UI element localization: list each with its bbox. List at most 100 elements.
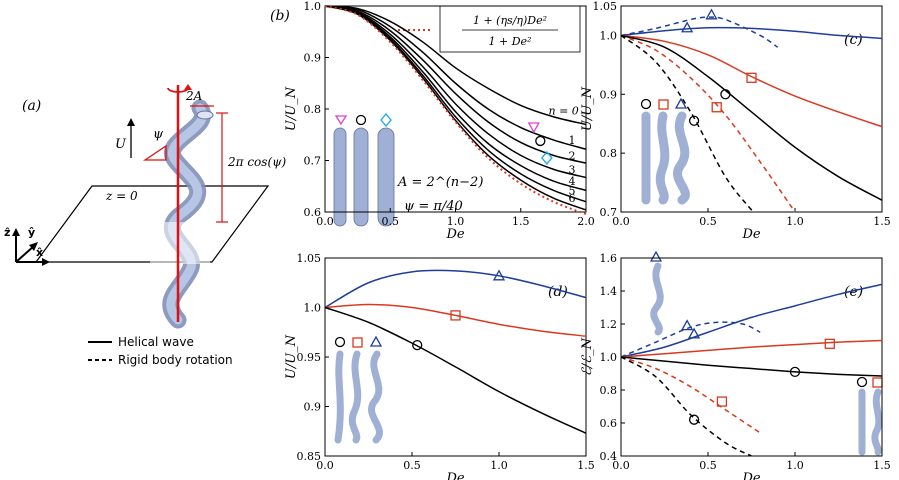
y-tick-label-d: 0.95 [297,351,322,364]
marker-circle [412,339,423,351]
panel-e-label: (e) [844,284,863,300]
series-line-d [324,303,587,337]
y-tick-label-c: 0.7 [600,206,618,219]
filament-n3 [353,127,369,227]
y-tick-label-e: 0.4 [600,450,618,463]
y-tick-label-b: 0.7 [304,155,322,168]
marker-square [746,72,757,83]
x-tick-label-b: 0.5 [382,215,400,228]
legend-circle-icon [355,114,367,126]
formula-box [439,5,581,53]
y-tick-label-d: 0.9 [304,401,322,414]
y-tick-label-c: 0.8 [600,147,618,160]
y-tick-label-b: 0.9 [304,52,322,65]
series-line-c [620,34,754,213]
n-label: 5 [569,184,576,197]
marker-circle [789,366,801,378]
y-tick-label-e: 0.8 [600,384,618,397]
panel-b-annotations: 1 + (ηs/η)De² 1 + De² A = 2^(n−2) ψ = π/… [333,5,581,227]
y-tick-label-e: 1.4 [600,285,618,298]
y-tick-label-b: 0.8 [304,103,322,116]
x-tick-label-e: 0.5 [699,459,717,472]
marker-triangle [705,8,718,20]
z-axis-label: ẑ [4,226,10,239]
y-axis-title-d: U/U_N [284,334,299,379]
series-line-e [620,356,883,377]
x-tick-label-b: 1.5 [512,215,530,228]
series-line-b [324,5,587,150]
x-tick-label-d: 0.5 [403,459,421,472]
n-label: 3 [569,163,576,176]
series-line-c [620,34,883,201]
series-line-e [620,339,883,358]
psi-formula: ψ = π/40 [404,199,463,214]
n-label: 4 [569,175,576,188]
series-line-e [620,321,761,358]
legend-solid-label: Helical wave [118,335,194,349]
plane-z0 [34,185,270,263]
y-axis-title-c: U/U_N [580,86,595,131]
panel-c-label: (c) [844,32,863,48]
plot-frame-c [620,5,883,213]
series-line-e [620,356,752,457]
marker-triangle [681,319,694,331]
y-axis-label: ŷ [28,226,35,239]
marker-triangle [687,327,701,339]
marker-square [450,310,461,321]
panel-a-label: (a) [22,98,41,114]
series-line-c [620,16,779,48]
x-tick-label-c: 0.0 [612,215,630,228]
series-line-e [620,356,761,434]
x-tick-label-c: 1.5 [873,215,891,228]
plane-label: z = 0 [105,189,138,203]
x-axis-title-d: De [445,471,464,480]
series-line-e [620,283,883,358]
series-line-d [324,269,587,309]
x-tick-label-e: 1.5 [873,459,891,472]
x-tick-label-d: 0.0 [316,459,334,472]
x-tick-label-d: 1.5 [577,459,595,472]
x-tick-label-d: 1.0 [490,459,508,472]
formula-numerator: 1 + (ηs/η)De² [473,14,547,27]
y-tick-label-b: 1.0 [304,0,322,13]
series-line-b [324,5,587,179]
n-label: 2 [569,149,576,162]
panel-c-filaments [640,97,690,205]
x-tick-label-b: 2.0 [577,215,595,228]
x-tick-label-b: 1.0 [447,215,465,228]
y-tick-label-d: 1.0 [304,302,322,315]
psi-label: ψ [153,127,164,142]
filament-n6 [377,127,395,227]
chart-d: 0.0 0.5 1.0 1.5 0.85 0.9 0.95 1.0 1.05 De U/U_N [284,252,595,480]
amplitude-label: 2A [185,89,203,103]
marker-circle [535,135,546,147]
panel-d-filaments [334,335,383,444]
y-tick-label-d: 0.85 [297,450,322,463]
marker-triangle [492,269,506,281]
series-line-b [324,5,587,192]
marker-circle [688,414,700,425]
x-tick-label-c: 0.5 [699,215,717,228]
marker-square [716,396,728,407]
panel-e-filaments [649,250,883,456]
x-tick-label-b: 0.0 [316,215,334,228]
amplitude-formula: A = 2^(n−2) [397,175,483,190]
n-label: n = 0 [549,105,579,118]
y-tick-label-b: 0.6 [304,206,322,219]
chart-e: 0.0 0.5 1.0 1.5 0.4 0.6 0.8 1.0 1.2 1.4 1.6 De ℰ/ℰ_N [580,252,891,480]
x-axis-title-e: De [741,471,760,480]
series-line-b [324,5,587,164]
inset-square-icon [658,99,669,110]
x-tick-label-e: 0.0 [612,459,630,472]
y-axis-title-b: U/U_N [284,86,299,131]
y-tick-label-e: 1.6 [600,252,618,265]
x-axis-title-c: De [741,227,760,242]
series-line-b [324,5,587,211]
marker-diamond [541,150,553,165]
y-axis-title-e: ℰ/ℰ_N [580,337,595,376]
coordinate-axes: ẑ ŷ x̂ [4,226,50,266]
filament-n0 [333,127,347,227]
